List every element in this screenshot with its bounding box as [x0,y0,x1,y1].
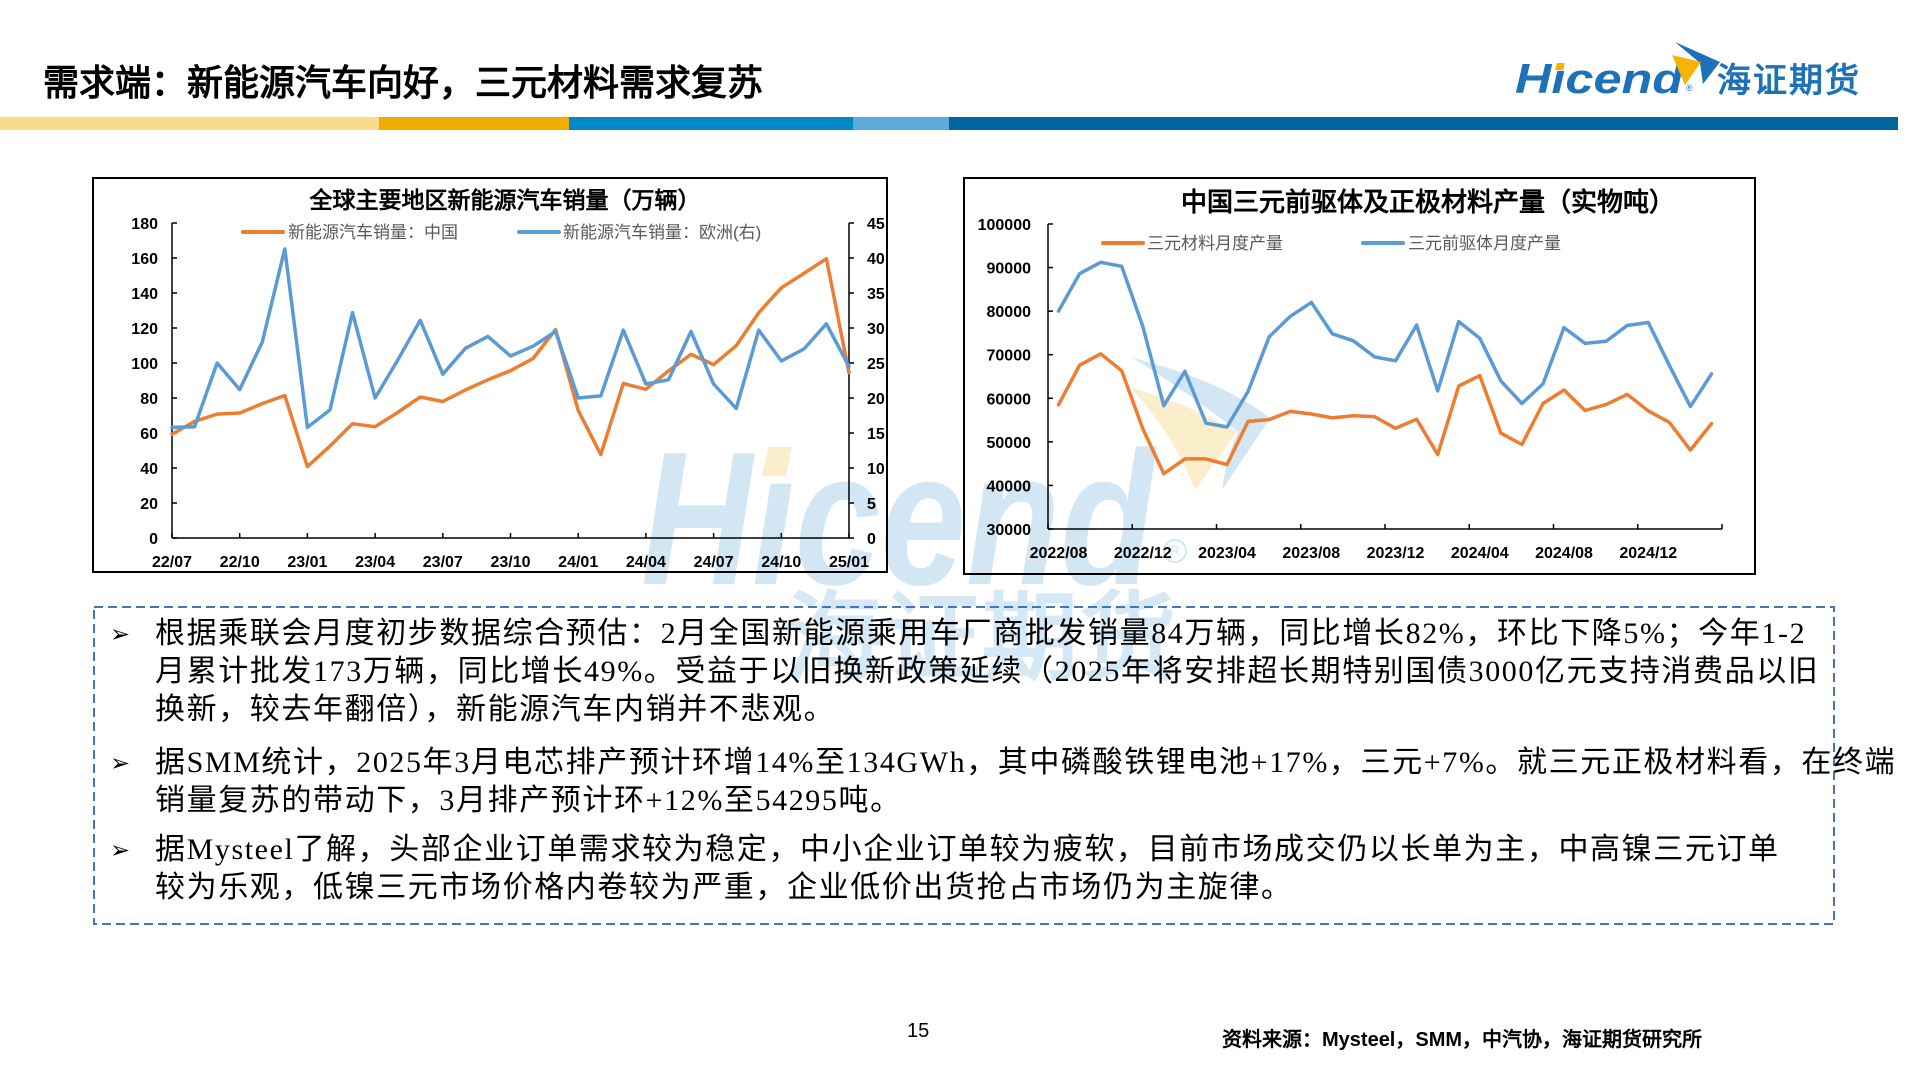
page-number: 15 [907,1020,930,1042]
y-tick-label-right: 20 [867,391,885,408]
y-tick-label-right: 10 [867,461,885,478]
y-tick-label-right: 40 [867,251,885,268]
legend-label-precursor: 三元前驱体月度产量 [1408,234,1561,253]
header-color-bar-segment [379,117,569,130]
y-tick-label-right: 25 [867,356,885,373]
logo-sail-icon [1672,42,1720,85]
notes-dashed-border [93,606,1835,925]
y-tick-label-left: 0 [149,531,158,548]
chart-svg: 中国三元前驱体及正极材料产量（实物吨） 三元材料月度产量 三元前驱体月度产量 3000… [963,177,1756,575]
y-tick-label-left: 160 [131,251,158,268]
x-tick-label: 23/07 [423,554,463,571]
x-tick-label: 2023/12 [1367,545,1425,562]
header-color-bar-segment [569,117,853,130]
logo-wordmark-h: H [1515,55,1552,102]
x-tick-label: 2024/04 [1451,545,1509,562]
chart-global-nev-sales: 全球主要地区新能源汽车销量（万辆） 新能源汽车销量：中国 新能源汽车销量：欧洲(右)… [92,177,888,573]
y-tick-label-left: 40 [140,461,158,478]
x-tick-label: 2023/04 [1198,545,1256,562]
y-tick-label-left: 70000 [987,348,1032,365]
y-tick-label-right: 35 [867,286,885,303]
chart-border [963,177,1756,575]
bullet-text: 据SMM统计，2025年3月电芯排产预计环增14%至134GWh，其中磷酸铁锂电… [155,744,1896,820]
logo-wordmark-rest: cend [1565,55,1684,102]
x-tick-label: 23/10 [490,554,530,571]
y-tick-label-left: 60000 [987,391,1032,408]
y-tick-label-left: 140 [131,286,158,303]
y-tick-label-left: 30000 [987,522,1032,539]
bullet-text: 根据乘联会月度初步数据综合预估：2月全国新能源乘用车厂商批发销量84万辆，同比增… [155,615,1819,729]
logo-chinese-name: 海证期货 [1717,61,1861,101]
arrow-bullet-icon: ➢ [110,620,131,648]
chart-border [92,177,888,573]
chart-title: 全球主要地区新能源汽车销量（万辆） [309,187,701,213]
chart-title: 中国三元前驱体及正极材料产量（实物吨） [1181,187,1675,217]
y-tick-label-left: 80 [140,391,158,408]
y-tick-label-left: 90000 [987,261,1032,278]
y-tick-label-left: 100 [131,356,158,373]
chart-svg: 全球主要地区新能源汽车销量（万辆） 新能源汽车销量：中国 新能源汽车销量：欧洲(右)… [92,177,888,573]
bullet-text-line: 据Mysteel了解，头部企业订单需求较为稳定，中小企业订单较为疲软，目前市场成… [155,833,1780,866]
legend-label-cathode: 三元材料月度产量 [1147,234,1283,253]
x-tick-label: 2024/12 [1619,545,1677,562]
arrow-bullet-icon: ➢ [110,836,131,864]
x-tick-label: 2022/08 [1030,545,1088,562]
bullet-text-line: 据SMM统计，2025年3月电芯排产预计环增14%至134GWh，其中磷酸铁锂电… [155,746,1897,779]
bullet-text-line: 较为乐观，低镍三元市场价格内卷较为严重，企业低价出货抢占市场仍为主旋律。 [155,871,1293,904]
bullet-text-line: 根据乘联会月度初步数据综合预估：2月全国新能源乘用车厂商批发销量84万辆，同比增… [155,617,1807,650]
x-tick-label: 24/07 [694,554,734,571]
x-tick-label: 23/04 [355,554,395,571]
data-source-note: 资料来源：Mysteel，SMM，中汽协，海证期货研究所 [1222,1029,1703,1051]
x-tick-label: 24/04 [626,554,666,571]
y-tick-label-right: 5 [867,496,876,513]
y-tick-label-right: 45 [867,216,885,233]
company-logo: Hıcend ® 海证期货 [1505,34,1885,104]
bullet-text-line: 换新，较去年翻倍），新能源汽车内销并不悲观。 [155,693,836,726]
logo-i-dot-icon [1555,63,1565,70]
y-tick-label-left: 60 [140,426,158,443]
chart-ternary-production: 中国三元前驱体及正极材料产量（实物吨） 三元材料月度产量 三元前驱体月度产量 3000… [963,177,1756,575]
x-tick-label: 22/10 [220,554,260,571]
bullet-text: 据Mysteel了解，头部企业订单需求较为稳定，中小企业订单较为疲软，目前市场成… [155,831,1780,907]
x-tick-label: 22/07 [152,554,192,571]
y-tick-label-left: 100000 [978,217,1031,234]
header-color-bar-segment [853,117,949,130]
y-tick-label-left: 40000 [987,478,1032,495]
x-tick-label: 23/01 [287,554,327,571]
bullet-text-line: 销量复苏的带动下，3月排产预计环+12%至54295吨。 [155,784,902,817]
arrow-bullet-icon: ➢ [110,749,131,777]
y-tick-label-left: 80000 [987,304,1032,321]
series-line-china [170,256,851,469]
legend-label-europe: 新能源汽车销量：欧洲(右) [563,223,761,242]
slide-title: 需求端：新能源汽车向好，三元材料需求复苏 [43,62,764,104]
y-tick-label-left: 50000 [987,435,1032,452]
y-tick-label-left: 120 [131,321,158,338]
x-tick-label: 24/01 [558,554,598,571]
y-tick-label-left: 20 [140,496,158,513]
y-tick-label-right: 0 [867,531,876,548]
legend-label-china: 新能源汽车销量：中国 [288,223,458,242]
y-tick-label-right: 30 [867,321,885,338]
y-tick-label-left: 180 [131,216,158,233]
x-tick-label: 24/10 [761,554,801,571]
header-color-bar-segment [949,117,1898,130]
x-tick-label: 2022/12 [1114,545,1172,562]
analysis-notes-box: ➢ 根据乘联会月度初步数据综合预估：2月全国新能源乘用车厂商批发销量84万辆，同… [93,606,1895,925]
header-color-bar-segment [0,117,379,130]
bullet-text-line: 月累计批发173万辆，同比增长49%。受益于以旧换新政策延续（2025年将安排超… [155,655,1820,688]
x-tick-label: 2023/08 [1282,545,1340,562]
logo-wordmark: Hıcend [1515,58,1683,100]
x-tick-label: 2024/08 [1535,545,1593,562]
logo-registered-icon: ® [1686,83,1693,93]
series-line-europe [170,247,851,430]
x-tick-label: 25/01 [829,554,869,571]
y-tick-label-right: 15 [867,426,885,443]
